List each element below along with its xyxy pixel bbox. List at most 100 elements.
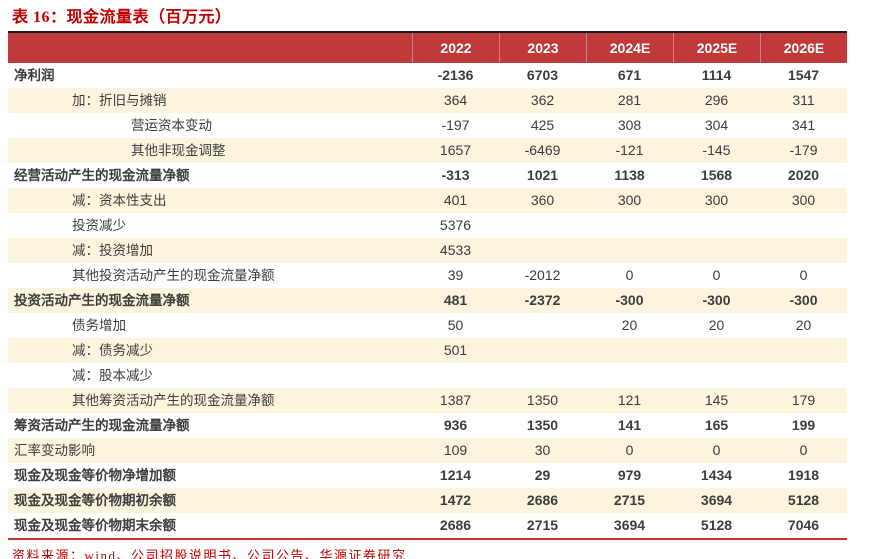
table-title: 表 16：现金流量表（百万元）: [12, 9, 232, 26]
value-cell: 109: [443, 442, 468, 458]
value-cell: [586, 213, 673, 238]
value-cell: 936: [443, 417, 468, 433]
value-cell: 3694: [700, 492, 733, 508]
value-cell: 362: [530, 92, 555, 108]
header-year-cell: 2024E: [586, 33, 673, 63]
header-year-cell: 2025E: [673, 33, 760, 63]
value-cell: [673, 363, 760, 388]
table-row: 汇率变动影响 109 30 0 0 0: [8, 438, 847, 463]
table-row: 经营活动产生的现金流量净额 -313 1021 1138 1568 2020: [8, 163, 847, 188]
value-cell: 0: [712, 442, 721, 458]
value-cell: -2372: [524, 292, 561, 308]
value-cell: [673, 213, 760, 238]
value-cell: 425: [530, 117, 555, 133]
table-row: 净利润 -2136 6703 671 1114 1547: [8, 63, 847, 88]
cash-flow-table: 2022 2023 2024E 2025E 2026E 净利润 -2136 6703 671 1…: [8, 31, 847, 540]
table-row: 加：折旧与摊销 364 362 281 296 311: [8, 88, 847, 113]
value-cell: 3694: [613, 517, 646, 533]
table-row: 投资减少 5376: [8, 213, 847, 238]
value-cell: 6703: [526, 67, 559, 83]
row-label: 汇率变动影响: [14, 443, 95, 458]
value-cell: [499, 238, 586, 263]
value-cell: 141: [617, 417, 642, 433]
value-cell: 1547: [787, 67, 820, 83]
row-label: 减：股本减少: [72, 368, 153, 383]
value-cell: 20: [621, 317, 638, 333]
value-cell: [499, 213, 586, 238]
table-row: 减：资本性支出 401 360 300 300 300: [8, 188, 847, 213]
row-label: 其他筹资活动产生的现金流量净额: [72, 393, 275, 408]
value-cell: 304: [704, 117, 729, 133]
value-cell: 300: [704, 192, 729, 208]
table-row: 其他非现金调整 1657 -6469 -121 -145 -179: [8, 138, 847, 163]
value-cell: 1350: [526, 417, 559, 433]
table-row: 现金及现金等价物期末余额 2686 2715 3694 5128 7046: [8, 513, 847, 538]
value-cell: 199: [791, 417, 816, 433]
value-cell: 1657: [439, 142, 472, 158]
row-label: 筹资活动产生的现金流量净额: [14, 418, 190, 433]
value-cell: 311: [792, 92, 815, 108]
value-cell: -145: [702, 142, 731, 158]
value-cell: 5128: [700, 517, 733, 533]
row-label: 投资活动产生的现金流量净额: [14, 293, 190, 308]
value-cell: 2020: [787, 167, 820, 183]
value-cell: 29: [534, 467, 551, 483]
value-cell: 300: [617, 192, 642, 208]
value-cell: -2012: [524, 267, 561, 283]
table-row: 营运资本变动 -197 425 308 304 341: [8, 113, 847, 138]
source-note: 资料来源：wind、公司招股说明书、公司公告、华源证券研究: [12, 548, 407, 559]
row-label: 现金及现金等价物期初余额: [14, 493, 176, 508]
value-cell: [499, 363, 586, 388]
value-cell: 671: [617, 67, 642, 83]
value-cell: [760, 363, 847, 388]
value-cell: -300: [702, 292, 731, 308]
value-cell: 1350: [526, 392, 559, 408]
value-cell: 0: [799, 267, 808, 283]
table-row: 投资活动产生的现金流量净额 481 -2372 -300 -300 -300: [8, 288, 847, 313]
row-label: 其他投资活动产生的现金流量净额: [72, 268, 275, 283]
value-cell: 1472: [439, 492, 472, 508]
value-cell: 1568: [700, 167, 733, 183]
value-cell: 341: [791, 117, 816, 133]
value-cell: [412, 363, 499, 388]
header-year-cell: 2023: [499, 33, 586, 63]
value-cell: 1021: [526, 167, 559, 183]
row-label: 减：资本性支出: [72, 193, 167, 208]
value-cell: 0: [625, 442, 634, 458]
value-cell: 1434: [700, 467, 733, 483]
value-cell: [586, 238, 673, 263]
table-row: 现金及现金等价物期初余额 1472 2686 2715 3694 5128: [8, 488, 847, 513]
row-label: 减：债务减少: [72, 343, 153, 358]
header-label-cell: [8, 33, 412, 63]
value-cell: -2136: [437, 67, 474, 83]
value-cell: 30: [534, 442, 551, 458]
value-cell: [760, 338, 847, 363]
value-cell: -197: [441, 117, 470, 133]
value-cell: 20: [795, 317, 812, 333]
value-cell: 1918: [787, 467, 820, 483]
value-cell: 281: [617, 92, 642, 108]
table-row: 减：投资增加 4533: [8, 238, 847, 263]
value-cell: 179: [791, 392, 816, 408]
value-cell: 7046: [787, 517, 820, 533]
row-label: 债务增加: [72, 318, 126, 333]
value-cell: 501: [443, 342, 468, 358]
header-year-cell: 2022: [412, 33, 499, 63]
row-label: 现金及现金等价物净增加额: [14, 468, 176, 483]
value-cell: 4533: [439, 242, 472, 258]
value-cell: -313: [441, 167, 470, 183]
value-cell: -121: [615, 142, 644, 158]
row-label: 营运资本变动: [131, 118, 212, 133]
header-year-cell: 2026E: [760, 33, 847, 63]
value-cell: [499, 313, 586, 338]
value-cell: 296: [704, 92, 729, 108]
value-cell: 364: [443, 92, 468, 108]
table-row: 减：债务减少 501: [8, 338, 847, 363]
value-cell: 39: [447, 267, 464, 283]
value-cell: 1387: [439, 392, 472, 408]
value-cell: 2715: [613, 492, 646, 508]
value-cell: 401: [443, 192, 468, 208]
value-cell: 308: [617, 117, 642, 133]
value-cell: -300: [615, 292, 644, 308]
